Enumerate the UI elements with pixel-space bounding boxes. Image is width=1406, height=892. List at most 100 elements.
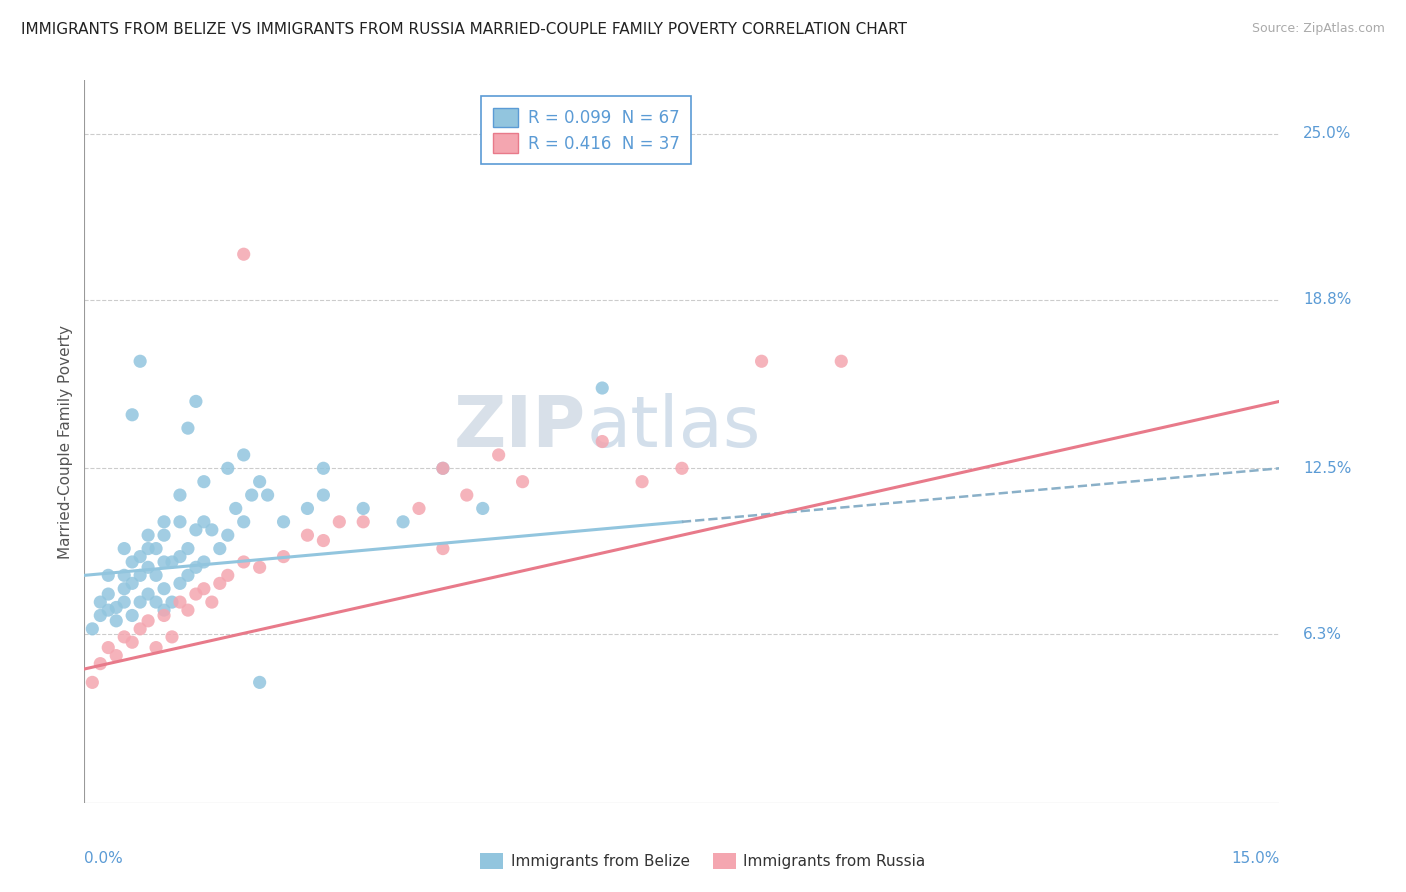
Point: [121, 608, 143, 623]
Point: [432, 461, 454, 475]
Point: [312, 488, 335, 502]
Point: [328, 515, 350, 529]
Point: [136, 587, 159, 601]
Point: [201, 523, 224, 537]
Point: [153, 555, 176, 569]
Text: 15.0%: 15.0%: [1232, 851, 1279, 866]
Point: [169, 576, 191, 591]
Point: [160, 595, 183, 609]
Point: [177, 603, 200, 617]
Point: [297, 528, 319, 542]
Point: [169, 595, 191, 609]
Point: [112, 595, 135, 609]
Point: [297, 501, 319, 516]
Point: [591, 434, 613, 449]
Point: [97, 603, 120, 617]
Point: [184, 587, 207, 601]
Point: [169, 515, 191, 529]
Text: ZIP: ZIP: [454, 392, 586, 461]
Text: 25.0%: 25.0%: [1303, 127, 1351, 141]
Point: [201, 595, 224, 609]
Point: [112, 541, 135, 556]
Point: [408, 501, 430, 516]
Point: [136, 614, 159, 628]
Point: [129, 622, 152, 636]
Point: [145, 640, 167, 655]
Point: [193, 515, 215, 529]
Point: [153, 582, 176, 596]
Text: 0.0%: 0.0%: [84, 851, 124, 866]
Point: [225, 501, 247, 516]
Text: Source: ZipAtlas.com: Source: ZipAtlas.com: [1251, 22, 1385, 36]
Point: [112, 568, 135, 582]
Point: [177, 541, 200, 556]
Point: [129, 595, 152, 609]
Point: [312, 461, 335, 475]
Point: [217, 568, 239, 582]
Point: [97, 568, 120, 582]
Point: [208, 576, 231, 591]
Point: [105, 648, 128, 663]
Point: [232, 448, 254, 462]
Point: [177, 568, 200, 582]
Point: [456, 488, 478, 502]
Point: [121, 408, 143, 422]
Point: [240, 488, 263, 502]
Point: [193, 582, 215, 596]
Point: [184, 523, 207, 537]
Point: [169, 549, 191, 564]
Point: [89, 595, 111, 609]
Point: [82, 622, 104, 636]
Point: [488, 448, 510, 462]
Point: [232, 515, 254, 529]
Point: [97, 587, 120, 601]
Point: [136, 560, 159, 574]
Point: [112, 630, 135, 644]
Point: [432, 541, 454, 556]
Y-axis label: Married-Couple Family Poverty: Married-Couple Family Poverty: [58, 325, 73, 558]
Point: [145, 568, 167, 582]
Legend: R = 0.099  N = 67, R = 0.416  N = 37: R = 0.099 N = 67, R = 0.416 N = 37: [481, 95, 692, 164]
Point: [512, 475, 534, 489]
Point: [145, 541, 167, 556]
Point: [256, 488, 278, 502]
Point: [671, 461, 693, 475]
Point: [273, 549, 295, 564]
Point: [121, 555, 143, 569]
Point: [129, 354, 152, 368]
Point: [273, 515, 295, 529]
Point: [217, 461, 239, 475]
Point: [432, 461, 454, 475]
Point: [89, 608, 111, 623]
Point: [97, 640, 120, 655]
Point: [105, 614, 128, 628]
Point: [153, 608, 176, 623]
Text: 12.5%: 12.5%: [1303, 461, 1351, 475]
Text: atlas: atlas: [586, 392, 761, 461]
Point: [153, 515, 176, 529]
Text: 6.3%: 6.3%: [1303, 627, 1343, 641]
Point: [129, 568, 152, 582]
Point: [184, 394, 207, 409]
Point: [830, 354, 852, 368]
Point: [249, 675, 271, 690]
Point: [129, 549, 152, 564]
Point: [352, 501, 374, 516]
Point: [160, 630, 183, 644]
Point: [136, 541, 159, 556]
Point: [471, 501, 494, 516]
Point: [249, 560, 271, 574]
Legend: Immigrants from Belize, Immigrants from Russia: Immigrants from Belize, Immigrants from …: [474, 847, 932, 875]
Point: [153, 528, 176, 542]
Point: [105, 600, 128, 615]
Point: [591, 381, 613, 395]
Point: [177, 421, 200, 435]
Point: [352, 515, 374, 529]
Point: [392, 515, 415, 529]
Point: [89, 657, 111, 671]
Text: 18.8%: 18.8%: [1303, 293, 1351, 307]
Point: [121, 576, 143, 591]
Point: [82, 675, 104, 690]
Point: [112, 582, 135, 596]
Text: IMMIGRANTS FROM BELIZE VS IMMIGRANTS FROM RUSSIA MARRIED-COUPLE FAMILY POVERTY C: IMMIGRANTS FROM BELIZE VS IMMIGRANTS FRO…: [21, 22, 907, 37]
